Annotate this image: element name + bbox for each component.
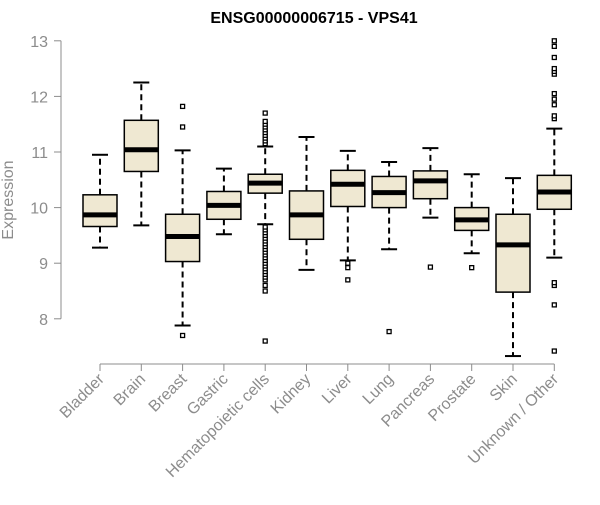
- y-tick-label: 9: [39, 256, 48, 273]
- outlier-point: [262, 288, 268, 294]
- outlier-point: [179, 103, 186, 110]
- iqr-box: [412, 170, 449, 200]
- outlier-point: [551, 280, 557, 286]
- y-tick-label: 12: [30, 89, 48, 106]
- iqr-box: [495, 213, 531, 293]
- outlier-point: [551, 96, 557, 102]
- box-series: [82, 38, 573, 358]
- x-tick-label: Skin: [487, 371, 521, 405]
- outlier-point: [345, 264, 351, 271]
- y-tick-label: 10: [30, 201, 48, 218]
- outlier-point: [551, 102, 557, 108]
- box-prostate: [453, 173, 490, 271]
- box-lung: [371, 161, 407, 335]
- box-unknown-other: [536, 38, 573, 354]
- outlier-point: [386, 328, 392, 335]
- box-brain: [123, 81, 160, 227]
- outlier-point: [179, 124, 186, 130]
- x-tick-label: Kidney: [268, 371, 315, 418]
- outlier-point: [551, 348, 557, 354]
- outlier-point: [262, 110, 268, 116]
- outlier-point: [551, 54, 557, 61]
- iqr-box: [330, 169, 366, 208]
- outlier-point: [179, 332, 186, 339]
- outlier-point: [262, 224, 268, 230]
- box-breast: [164, 103, 201, 339]
- x-tick-label: Breast: [146, 370, 191, 415]
- y-tick-label: 13: [30, 34, 48, 51]
- box-pancreas: [412, 147, 449, 270]
- y-tick-label: 8: [39, 312, 48, 329]
- outlier-point: [551, 90, 557, 97]
- outlier-point: [551, 43, 557, 50]
- iqr-box: [82, 194, 118, 228]
- outlier-point: [345, 260, 351, 266]
- outlier-point: [469, 264, 475, 271]
- box-skin: [495, 177, 531, 358]
- y-tick-label: 11: [31, 145, 48, 162]
- x-tick-label: Bladder: [57, 370, 108, 421]
- outlier-point: [551, 38, 557, 44]
- box-bladder: [82, 153, 118, 249]
- x-tick-label: Brain: [111, 371, 149, 409]
- outlier-point: [551, 302, 557, 308]
- x-tick-label: Lung: [360, 371, 397, 408]
- outlier-point: [551, 65, 557, 72]
- y-axis-label: Expression: [0, 160, 17, 239]
- outlier-point: [262, 118, 268, 125]
- box-hematopoietic-cells: [247, 110, 283, 344]
- outlier-point: [551, 113, 557, 119]
- box-liver: [330, 149, 366, 283]
- y-axis: 8 9 10 11 12 13: [30, 34, 62, 329]
- outlier-point: [427, 264, 434, 270]
- box-gastric: [206, 167, 242, 236]
- outlier-point: [345, 277, 351, 283]
- box-kidney: [288, 135, 325, 271]
- iqr-box: [123, 119, 160, 173]
- outlier-point: [262, 338, 268, 344]
- x-tick-label: Liver: [319, 370, 356, 407]
- chart-title: ENSG00000006715 - VPS41: [210, 10, 417, 27]
- outlier-point: [262, 282, 268, 289]
